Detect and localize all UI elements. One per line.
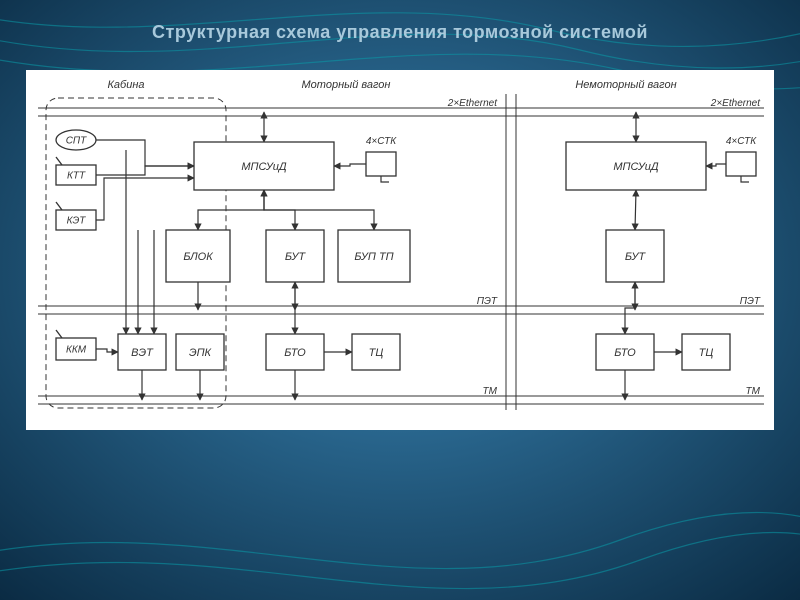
block-label-spt: СПТ bbox=[66, 136, 87, 147]
block-label-kkm: ККМ bbox=[66, 345, 87, 356]
block-label-bto2: БТО bbox=[614, 347, 636, 359]
bus-label-tm: ТМ bbox=[745, 386, 760, 397]
connector-17 bbox=[96, 349, 118, 352]
block-label-tc2: ТЦ bbox=[699, 347, 714, 359]
section-label: Моторный вагон bbox=[302, 79, 391, 91]
label-stk2_lbl: 4×СТК bbox=[726, 136, 757, 147]
bus-label-eth: 2×Ethernet bbox=[710, 98, 761, 109]
block-label-ktt: КТТ bbox=[67, 171, 86, 182]
slide-title: Структурная схема управления тормозной с… bbox=[0, 22, 800, 43]
connector-23 bbox=[625, 282, 635, 334]
hook-stk1 bbox=[381, 176, 389, 182]
block-label-but2: БУТ bbox=[625, 251, 647, 263]
connector-0 bbox=[96, 140, 194, 166]
diagram-svg: Кабина Моторный вагон Немоторный вагон 2×Et… bbox=[26, 70, 774, 430]
handle-kkm bbox=[56, 330, 62, 338]
connector-1 bbox=[96, 166, 194, 175]
bus-label-pet: ПЭТ bbox=[477, 296, 498, 307]
block-label-but1: БУТ bbox=[285, 251, 307, 263]
block-label-ket: КЭТ bbox=[67, 216, 87, 227]
section-label: Немоторный вагон bbox=[575, 79, 676, 91]
block-label-bto1: БТО bbox=[284, 347, 306, 359]
connector-4 bbox=[198, 190, 264, 230]
block-label-tc1: ТЦ bbox=[369, 347, 384, 359]
block-label-epk: ЭПК bbox=[189, 347, 212, 359]
block-label-vet: ВЭТ bbox=[131, 347, 154, 359]
block-stk2 bbox=[726, 152, 756, 176]
block-label-mpsud1: МПСУиД bbox=[241, 161, 286, 173]
handle-ket bbox=[56, 202, 62, 210]
bus-label-tm: ТМ bbox=[482, 386, 497, 397]
label-stk1_lbl: 4×СТК bbox=[366, 136, 397, 147]
connector-7 bbox=[334, 164, 366, 166]
handle-ktt bbox=[56, 157, 62, 165]
block-stk1 bbox=[366, 152, 396, 176]
connector-21 bbox=[706, 164, 726, 166]
connector-2 bbox=[96, 178, 194, 220]
bus-label-eth: 2×Ethernet bbox=[447, 98, 498, 109]
slide-root: Структурная схема управления тормозной с… bbox=[0, 0, 800, 600]
section-label: Кабина bbox=[107, 79, 144, 91]
connector-20 bbox=[635, 190, 636, 230]
block-label-buptp: БУП ТП bbox=[354, 251, 393, 263]
hook-stk2 bbox=[741, 176, 749, 182]
bus-label-pet: ПЭТ bbox=[740, 296, 761, 307]
block-label-blok: БЛОК bbox=[183, 251, 213, 263]
diagram-panel: Кабина Моторный вагон Немоторный вагон 2×Et… bbox=[26, 70, 774, 430]
block-label-mpsud2: МПСУиД bbox=[613, 161, 658, 173]
connector-6 bbox=[264, 190, 374, 230]
